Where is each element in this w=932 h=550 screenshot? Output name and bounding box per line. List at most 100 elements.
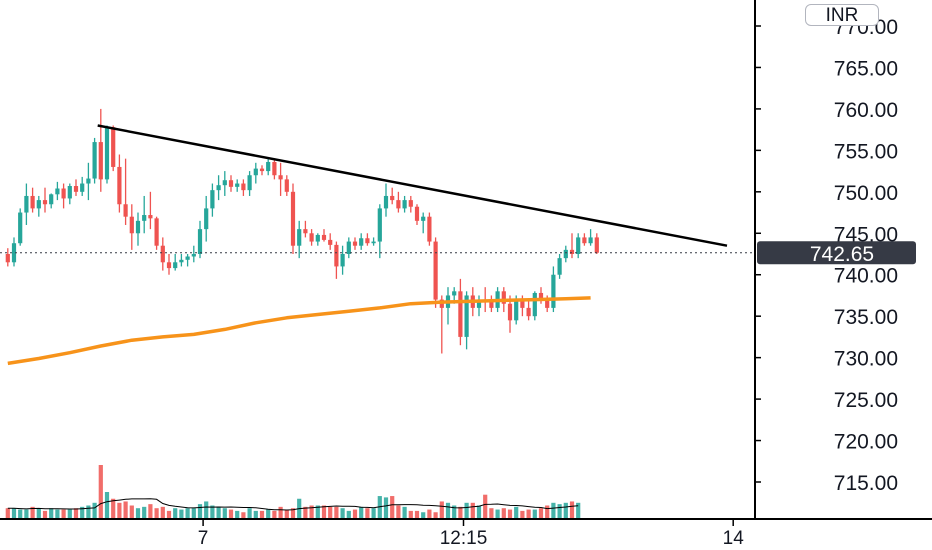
candle-body xyxy=(328,239,333,245)
price-axis-label: 760.00 xyxy=(834,99,898,122)
volume-bar xyxy=(321,505,327,519)
volume-bar xyxy=(11,508,17,519)
volume-bar xyxy=(532,509,537,519)
candle-body xyxy=(365,238,370,244)
volume-bar xyxy=(266,509,271,519)
volume-bar xyxy=(241,512,246,519)
candle-body xyxy=(49,194,54,205)
candle-body xyxy=(253,168,258,176)
candle-body xyxy=(297,229,302,246)
volume-bar xyxy=(185,508,190,519)
currency-button[interactable]: INR xyxy=(805,4,879,26)
volume-bar xyxy=(390,496,395,519)
volume-bar xyxy=(117,502,122,519)
candle-body xyxy=(532,292,537,317)
candle-body xyxy=(315,234,320,242)
volume-bar xyxy=(55,509,60,519)
volume-bar xyxy=(278,506,283,519)
volume-bar xyxy=(135,508,141,519)
candle-body xyxy=(569,249,575,254)
candle-body xyxy=(464,295,469,337)
candle-body xyxy=(30,195,35,209)
candle-body xyxy=(160,245,165,263)
candle-body xyxy=(284,179,289,192)
candle-body xyxy=(402,200,407,209)
price-axis[interactable]: 770.00765.00760.00755.00750.00745.00740.… xyxy=(755,16,898,495)
resistance-trendline[interactable] xyxy=(97,124,728,247)
price-axis-label: 730.00 xyxy=(834,348,898,371)
volume-bar xyxy=(507,509,513,519)
candle-body xyxy=(92,142,97,179)
candle-body xyxy=(433,241,438,300)
time-axis[interactable]: 7 12:15 14 xyxy=(198,519,744,549)
candle-body xyxy=(278,175,283,180)
candle-body xyxy=(309,233,314,242)
candle-body xyxy=(545,299,550,308)
volume-bars xyxy=(5,465,581,519)
volume-bar xyxy=(142,506,147,519)
candle-body xyxy=(507,303,513,321)
volume-bar xyxy=(228,509,234,519)
candle-body xyxy=(80,183,85,192)
volume-bar xyxy=(421,512,426,519)
volume-bar xyxy=(352,509,358,519)
candle-body xyxy=(259,168,265,172)
candle-body xyxy=(266,161,271,172)
volume-bar xyxy=(371,508,376,519)
candle-body xyxy=(191,254,196,257)
candle-body xyxy=(123,204,128,217)
volume-bar xyxy=(160,506,165,519)
candlesticks xyxy=(5,108,599,354)
volume-bar xyxy=(123,501,128,519)
candle-body xyxy=(235,183,240,187)
volume-bar xyxy=(204,501,209,519)
volume-bar xyxy=(383,497,389,519)
volume-bar xyxy=(464,502,469,519)
candle-body xyxy=(551,274,556,308)
candle-body xyxy=(154,218,159,246)
candle-body xyxy=(222,180,227,186)
volume-bar xyxy=(495,509,500,519)
volume-bar xyxy=(402,506,407,519)
volume-bar xyxy=(569,501,575,519)
volume-bar xyxy=(489,508,494,519)
candle-body xyxy=(228,180,234,187)
candle-body xyxy=(247,175,252,191)
volume-bar xyxy=(61,509,66,519)
volume-bar xyxy=(377,496,382,519)
price-axis-label: 740.00 xyxy=(834,265,898,288)
candle-body xyxy=(371,241,376,244)
volume-bar xyxy=(452,505,457,519)
volume-bar xyxy=(476,505,482,519)
volume-bar xyxy=(359,506,364,519)
candle-body xyxy=(594,237,599,253)
volume-bar xyxy=(514,506,519,519)
volume-bar xyxy=(538,508,544,519)
candle-body xyxy=(588,237,593,244)
volume-bar xyxy=(235,510,240,519)
candle-body xyxy=(241,183,246,191)
volume-bar xyxy=(179,509,184,519)
candle-body xyxy=(359,238,364,246)
volume-bar xyxy=(309,505,314,519)
volume-bar xyxy=(576,502,581,519)
volume-bar xyxy=(148,504,153,519)
volume-bar xyxy=(563,502,568,519)
volume-bar xyxy=(545,505,550,519)
volume-bar xyxy=(92,502,97,519)
candle-body xyxy=(36,200,41,209)
candle-body xyxy=(538,292,544,300)
volume-bar xyxy=(303,506,308,519)
candle-body xyxy=(489,301,494,308)
volume-bar xyxy=(222,508,227,519)
candle-body xyxy=(414,206,420,221)
candle-body xyxy=(24,195,29,213)
volume-bar xyxy=(483,494,488,519)
candle-body xyxy=(73,186,79,192)
volume-bar xyxy=(346,510,351,519)
candle-body xyxy=(272,161,277,176)
candle-body xyxy=(111,127,116,167)
volume-bar xyxy=(470,502,475,519)
candle-body xyxy=(148,215,153,219)
